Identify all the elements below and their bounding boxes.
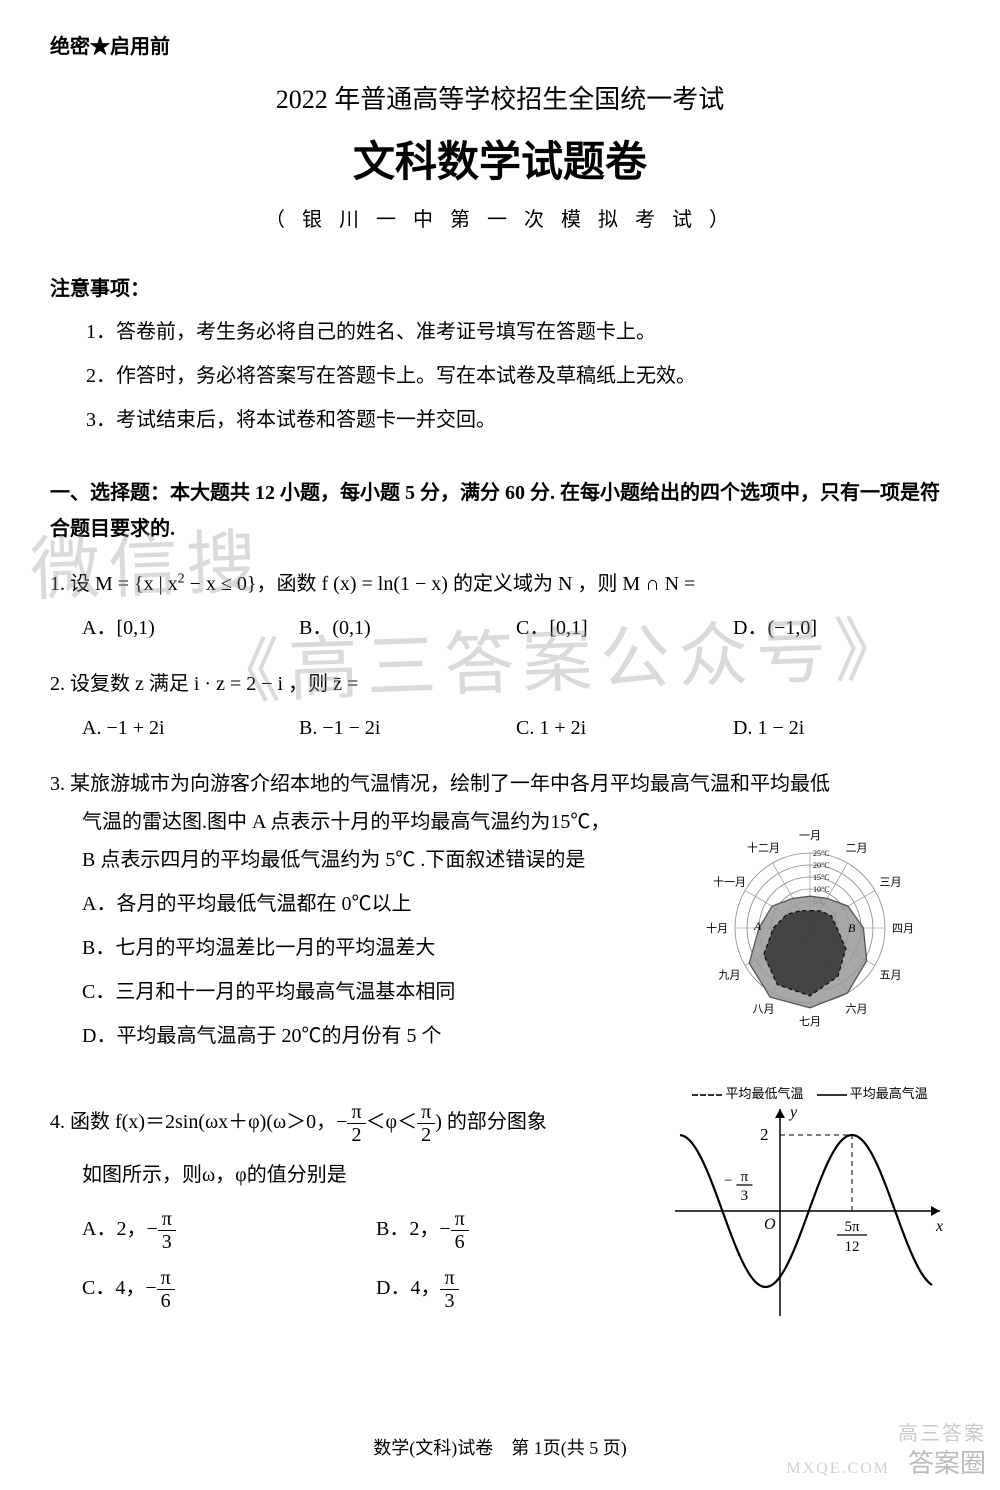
title-main: 2022 年普通高等学校招生全国统一考试 [50, 79, 950, 116]
q2-options: A. −1 + 2i B. −1 − 2i C. 1 + 2i D. 1 − 2… [50, 709, 950, 747]
q4c-pre: C．4，− [82, 1277, 157, 1299]
q1-opt-b: B．(0,1) [299, 609, 516, 647]
svg-text:A: A [753, 919, 762, 933]
svg-text:π: π [741, 1169, 749, 1185]
q3-line2: 气温的雷达图.图中 A 点表示十月的平均最高气温约为15℃， [50, 803, 670, 841]
svg-text:六月: 六月 [846, 1003, 868, 1016]
q3-opt-c: C．三月和十一月的平均最高气温基本相同 [50, 973, 670, 1011]
svg-text:四月: 四月 [892, 923, 914, 935]
frac-den: 2 [417, 1124, 435, 1146]
corner-watermark3: MXQE.COM [786, 1460, 890, 1478]
sine-graph: Oxy25π12−π3 [670, 1101, 950, 1321]
q4-text1: 4. 函数 f(x)＝2sin(ωx＋φ)(ω＞0，− [50, 1111, 347, 1133]
svg-text:B: B [848, 921, 856, 935]
q4b-pre: B．2，− [376, 1218, 451, 1240]
svg-text:−: − [724, 1173, 732, 1189]
q4d-pre: D．4， [376, 1277, 440, 1299]
header-mark: 绝密★启用前 [50, 30, 950, 59]
legend-high: 平均最高气温 [850, 1086, 928, 1101]
q4-text2: ＜φ＜ [366, 1111, 418, 1133]
corner-watermark: 答案圈 [908, 1443, 986, 1480]
question-2: 2. 设复数 z 满足 i · z = 2 − i ，则 z̄ = A. −1 … [50, 665, 950, 747]
q4a-pre: A．2，− [82, 1218, 158, 1240]
q2-opt-c: C. 1 + 2i [516, 709, 733, 747]
svg-text:3: 3 [741, 1188, 749, 1204]
q3-opt-b: B．七月的平均温差比一月的平均温差大 [50, 929, 670, 967]
question-4: 4. 函数 f(x)＝2sin(ωx＋φ)(ω＞0，−π2＜φ＜π2) 的部分图… [50, 1101, 950, 1326]
svg-text:七月: 七月 [799, 1015, 821, 1028]
q3-opt-d: D．平均最高气温高于 20℃的月份有 5 个 [50, 1017, 670, 1055]
section-title: 一、选择题：本大题共 12 小题，每小题 5 分，满分 60 分. 在每小题给出… [50, 475, 950, 547]
q3-line3: B 点表示四月的平均最低气温约为 5℃ .下面叙述错误的是 [50, 841, 670, 879]
frac-num: π [347, 1101, 365, 1124]
svg-text:25°C: 25°C [813, 849, 830, 858]
svg-text:三月: 三月 [880, 877, 902, 889]
q4-opt-a: A．2，−π3 [82, 1208, 376, 1253]
q4-text4: 如图所示，则ω，φ的值分别是 [50, 1156, 670, 1194]
q1-opt-a: A．[0,1) [82, 609, 299, 647]
svg-text:10°C: 10°C [813, 885, 830, 894]
q4-opt-d: D．4，π3 [376, 1267, 670, 1312]
q1-opt-c: C．[0,1] [516, 609, 733, 647]
title-exam: （ 银 川 一 中 第 一 次 模 拟 考 试 ） [50, 203, 950, 232]
notice-item-2: 2．作答时，务必将答案写在答题卡上。写在本试卷及草稿纸上无效。 [50, 361, 950, 391]
radar-chart: 0°C5°C10°C15°C20°C25°C一月二月三月四月五月六月七月八月九月… [670, 803, 950, 1083]
svg-text:九月: 九月 [718, 969, 740, 982]
q1-text-pre: 1. 设 M = {x | x [50, 573, 178, 595]
frac-den: 2 [347, 1124, 365, 1146]
svg-text:12: 12 [844, 1239, 859, 1255]
svg-text:5π: 5π [844, 1219, 860, 1235]
q4-options: A．2，−π3 B．2，−π6 C．4，−π6 D．4，π3 [50, 1208, 670, 1326]
q2-opt-d: D. 1 − 2i [733, 709, 950, 747]
page-footer: 数学(文科)试卷 第 1页(共 5 页) [50, 1434, 950, 1460]
legend-low: 平均最低气温 [725, 1086, 803, 1101]
q2-text: 2. 设复数 z 满足 i · z = 2 − i ，则 z̄ = [50, 673, 358, 695]
q3-line1: 3. 某旅游城市为向游客介绍本地的气温情况，绘制了一年中各月平均最高气温和平均最… [50, 765, 950, 803]
svg-text:八月: 八月 [753, 1004, 775, 1016]
q1-options: A．[0,1) B．(0,1) C．[0,1] D．(−1,0] [50, 609, 950, 647]
q2-opt-b: B. −1 − 2i [299, 709, 516, 747]
notice-title: 注意事项： [50, 272, 950, 301]
svg-text:十月: 十月 [706, 921, 728, 935]
svg-text:20°C: 20°C [813, 861, 830, 870]
frac-num: π [417, 1101, 435, 1124]
q1-text-mid: − x ≤ 0}，函数 f (x) = ln(1 − x) 的定义域为 N ，则… [185, 573, 696, 595]
frac-num: π [451, 1208, 469, 1231]
svg-text:二月: 二月 [846, 842, 868, 854]
svg-text:O: O [764, 1216, 776, 1233]
svg-text:x: x [935, 1218, 943, 1235]
title-sub: 文科数学试题卷 [50, 128, 950, 189]
svg-text:一月: 一月 [799, 830, 821, 842]
svg-text:五月: 五月 [880, 970, 902, 982]
frac-den: 6 [451, 1231, 469, 1253]
svg-text:2: 2 [760, 1125, 769, 1144]
frac-den: 3 [440, 1290, 458, 1312]
q4-opt-c: C．4，−π6 [82, 1267, 376, 1312]
question-1: 1. 设 M = {x | x2 − x ≤ 0}，函数 f (x) = ln(… [50, 565, 950, 647]
frac-num: π [158, 1208, 176, 1231]
corner-watermark2: 高三答案 [898, 1417, 986, 1446]
svg-text:15°C: 15°C [813, 873, 830, 882]
q4-text3: ) 的部分图象 [435, 1111, 547, 1133]
q1-opt-d: D．(−1,0] [733, 609, 950, 647]
frac-den: 6 [157, 1290, 175, 1312]
frac-num: π [440, 1267, 458, 1290]
q3-opt-a: A．各月的平均最低气温都在 0℃以上 [50, 885, 670, 923]
q4-opt-b: B．2，−π6 [376, 1208, 670, 1253]
q2-opt-a: A. −1 + 2i [82, 709, 299, 747]
question-3: 3. 某旅游城市为向游客介绍本地的气温情况，绘制了一年中各月平均最高气温和平均最… [50, 765, 950, 1083]
notice-item-3: 3．考试结束后，将本试卷和答题卡一并交回。 [50, 405, 950, 435]
frac-num: π [157, 1267, 175, 1290]
frac-den: 3 [158, 1231, 176, 1253]
svg-text:十二月: 十二月 [747, 840, 780, 854]
radar-legend: 平均最低气温 平均最高气温 [670, 1082, 950, 1107]
notice-item-1: 1．答卷前，考生务必将自己的姓名、准考证号填写在答题卡上。 [50, 317, 950, 347]
svg-text:十一月: 十一月 [713, 875, 746, 889]
